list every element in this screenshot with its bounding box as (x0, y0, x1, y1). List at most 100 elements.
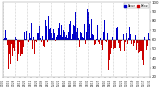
Bar (145, 39, 146, 40)
Bar (137, 39, 138, 43)
Bar (73, 25, 74, 39)
Bar (49, 29, 50, 39)
Bar (80, 39, 81, 44)
Bar (4, 39, 5, 43)
Bar (127, 39, 128, 44)
Bar (66, 35, 67, 39)
Bar (54, 33, 55, 39)
Bar (29, 33, 30, 39)
Bar (55, 39, 56, 48)
Bar (100, 38, 101, 39)
Bar (6, 37, 7, 39)
Bar (119, 39, 120, 48)
Bar (94, 39, 95, 45)
Bar (136, 39, 137, 50)
Bar (23, 39, 24, 47)
Bar (77, 28, 78, 39)
Bar (31, 23, 32, 39)
Bar (91, 19, 92, 39)
Bar (102, 39, 103, 50)
Bar (84, 19, 85, 39)
Bar (52, 38, 53, 39)
Bar (108, 39, 109, 70)
Bar (115, 39, 116, 48)
Bar (36, 39, 37, 42)
Bar (10, 39, 11, 64)
Bar (9, 39, 10, 54)
Bar (132, 39, 133, 40)
Bar (40, 39, 41, 40)
Bar (83, 38, 84, 39)
Bar (18, 39, 19, 54)
Bar (139, 39, 140, 47)
Bar (144, 37, 145, 39)
Bar (118, 39, 119, 49)
Bar (57, 35, 58, 39)
Bar (148, 33, 149, 39)
Bar (87, 9, 88, 39)
Bar (74, 26, 75, 39)
Bar (27, 39, 28, 40)
Bar (107, 33, 108, 39)
Bar (42, 36, 43, 39)
Bar (110, 39, 111, 54)
Bar (8, 39, 9, 69)
Bar (64, 32, 65, 39)
Bar (48, 16, 49, 39)
Bar (92, 34, 93, 39)
Legend: Above, Below: Above, Below (124, 3, 149, 8)
Bar (140, 39, 141, 51)
Bar (76, 32, 77, 39)
Bar (98, 39, 99, 42)
Bar (105, 39, 106, 41)
Bar (120, 39, 121, 54)
Bar (7, 39, 8, 45)
Bar (12, 39, 13, 56)
Bar (126, 33, 127, 39)
Bar (14, 39, 15, 51)
Bar (17, 39, 18, 61)
Bar (114, 39, 115, 48)
Bar (5, 30, 6, 39)
Bar (60, 35, 61, 39)
Bar (47, 39, 48, 42)
Bar (113, 39, 114, 50)
Bar (117, 27, 118, 39)
Bar (143, 39, 144, 65)
Bar (121, 39, 122, 41)
Bar (68, 32, 69, 39)
Bar (146, 39, 147, 50)
Bar (130, 34, 131, 39)
Bar (38, 38, 39, 39)
Bar (53, 29, 54, 39)
Bar (135, 36, 136, 39)
Bar (90, 38, 91, 39)
Bar (19, 39, 20, 41)
Bar (44, 39, 45, 43)
Bar (46, 26, 47, 39)
Bar (124, 39, 125, 42)
Bar (128, 38, 129, 39)
Bar (116, 28, 117, 39)
Bar (39, 26, 40, 39)
Bar (75, 12, 76, 39)
Bar (141, 39, 142, 54)
Bar (72, 34, 73, 39)
Bar (131, 39, 132, 44)
Bar (125, 39, 126, 42)
Bar (133, 39, 134, 46)
Bar (104, 20, 105, 39)
Bar (45, 20, 46, 39)
Bar (123, 34, 124, 39)
Bar (78, 30, 79, 39)
Bar (67, 38, 68, 39)
Bar (122, 39, 123, 40)
Bar (59, 35, 60, 39)
Bar (15, 33, 16, 39)
Bar (69, 24, 70, 39)
Bar (89, 24, 90, 39)
Bar (147, 39, 148, 46)
Bar (13, 39, 14, 48)
Bar (134, 39, 135, 43)
Bar (63, 30, 64, 39)
